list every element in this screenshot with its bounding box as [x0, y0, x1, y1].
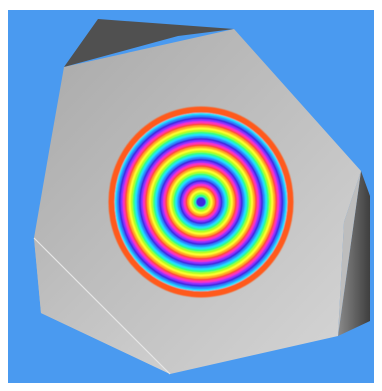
bevel-edge — [33, 237, 171, 375]
ring-center — [196, 197, 206, 207]
concentric-ring-pattern — [108, 106, 294, 298]
bevel-facet-right — [338, 171, 361, 336]
shadow-facet-right — [338, 171, 370, 336]
shadow-facet-top — [64, 19, 234, 67]
